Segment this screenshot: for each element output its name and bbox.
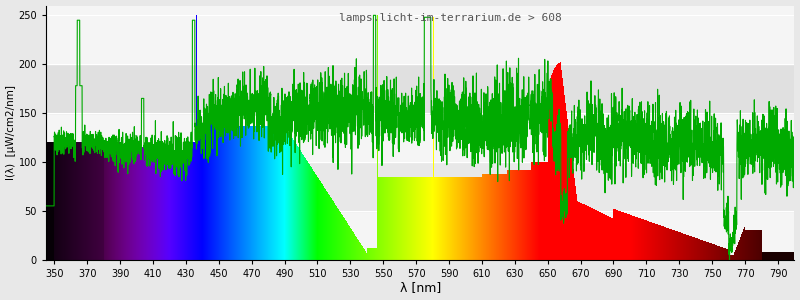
Text: lamps.licht-im-terrarium.de > 608: lamps.licht-im-terrarium.de > 608 (338, 13, 562, 23)
Bar (46, 64, 794, 113)
Y-axis label: I(λ)  [μW/cm2/nm]: I(λ) [μW/cm2/nm] (6, 85, 15, 180)
Bar (46, 162, 794, 211)
Bar (46, 211, 794, 260)
X-axis label: λ [nm]: λ [nm] (399, 281, 441, 294)
Bar (46, 6, 794, 64)
Bar (46, 113, 794, 162)
